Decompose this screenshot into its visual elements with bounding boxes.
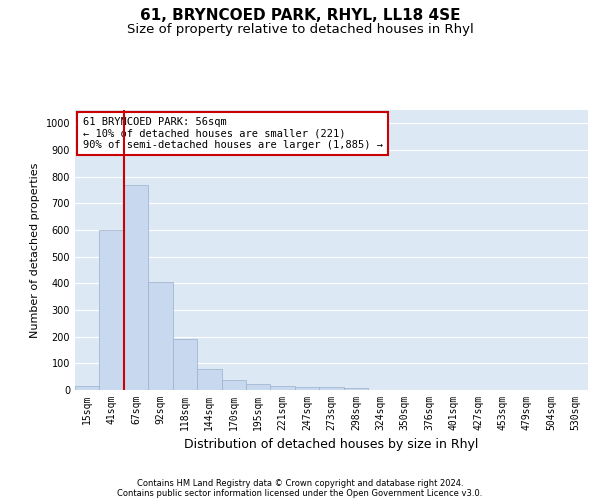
- Bar: [75, 386, 100, 390]
- Bar: [271, 386, 295, 390]
- Bar: [344, 388, 368, 390]
- Bar: [246, 384, 271, 390]
- X-axis label: Distribution of detached houses by size in Rhyl: Distribution of detached houses by size …: [184, 438, 479, 452]
- Text: 61 BRYNCOED PARK: 56sqm
← 10% of detached houses are smaller (221)
90% of semi-d: 61 BRYNCOED PARK: 56sqm ← 10% of detache…: [83, 117, 383, 150]
- Bar: [173, 340, 197, 390]
- Bar: [148, 282, 173, 390]
- Bar: [221, 380, 246, 390]
- Bar: [197, 369, 221, 390]
- Text: Contains public sector information licensed under the Open Government Licence v3: Contains public sector information licen…: [118, 488, 482, 498]
- Bar: [124, 184, 148, 390]
- Bar: [295, 387, 319, 390]
- Text: 61, BRYNCOED PARK, RHYL, LL18 4SE: 61, BRYNCOED PARK, RHYL, LL18 4SE: [140, 8, 460, 22]
- Y-axis label: Number of detached properties: Number of detached properties: [30, 162, 40, 338]
- Bar: [100, 230, 124, 390]
- Bar: [319, 387, 344, 390]
- Text: Contains HM Land Registry data © Crown copyright and database right 2024.: Contains HM Land Registry data © Crown c…: [137, 478, 463, 488]
- Text: Size of property relative to detached houses in Rhyl: Size of property relative to detached ho…: [127, 22, 473, 36]
